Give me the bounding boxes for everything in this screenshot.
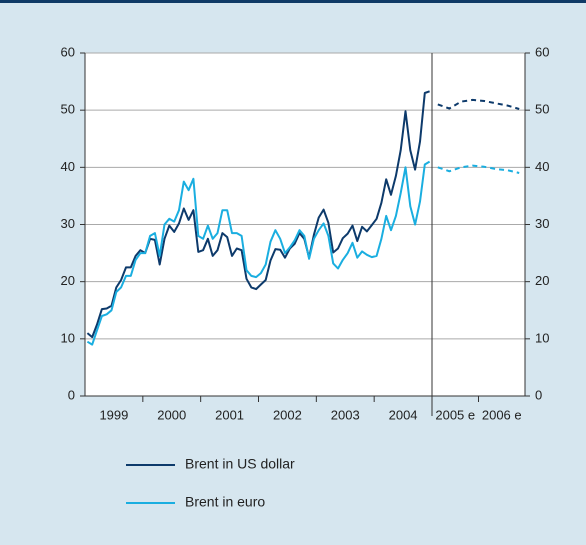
legend-label: Brent in US dollar bbox=[185, 456, 295, 472]
x-tick-label: 2003 bbox=[331, 407, 360, 422]
y-tick-label: 10 bbox=[61, 330, 75, 345]
y-tick-label: 0 bbox=[68, 387, 75, 402]
y-tick-label: 20 bbox=[61, 273, 75, 288]
y2-tick-label: 20 bbox=[535, 273, 549, 288]
x-tick-label: 2006 e bbox=[482, 407, 522, 422]
y2-tick-label: 10 bbox=[535, 330, 549, 345]
legend-label: Brent in euro bbox=[185, 494, 265, 510]
x-tick-label: 2004 bbox=[389, 407, 418, 422]
x-tick-label: 2002 bbox=[273, 407, 302, 422]
y2-tick-label: 30 bbox=[535, 216, 549, 231]
x-tick-label: 1999 bbox=[99, 407, 128, 422]
y2-tick-label: 60 bbox=[535, 44, 549, 59]
top-rule bbox=[0, 0, 586, 3]
y2-tick-label: 0 bbox=[535, 387, 542, 402]
y2-tick-label: 40 bbox=[535, 159, 549, 174]
y2-tick-label: 50 bbox=[535, 102, 549, 117]
x-tick-label: 2000 bbox=[157, 407, 186, 422]
series-line bbox=[86, 160, 431, 346]
x-tick-label: 2005 e bbox=[435, 407, 475, 422]
x-tick-label: 2001 bbox=[215, 407, 244, 422]
y-tick-label: 40 bbox=[61, 159, 75, 174]
y-tick-label: 30 bbox=[61, 216, 75, 231]
y-tick-label: 50 bbox=[61, 102, 75, 117]
y-tick-label: 60 bbox=[61, 44, 75, 59]
